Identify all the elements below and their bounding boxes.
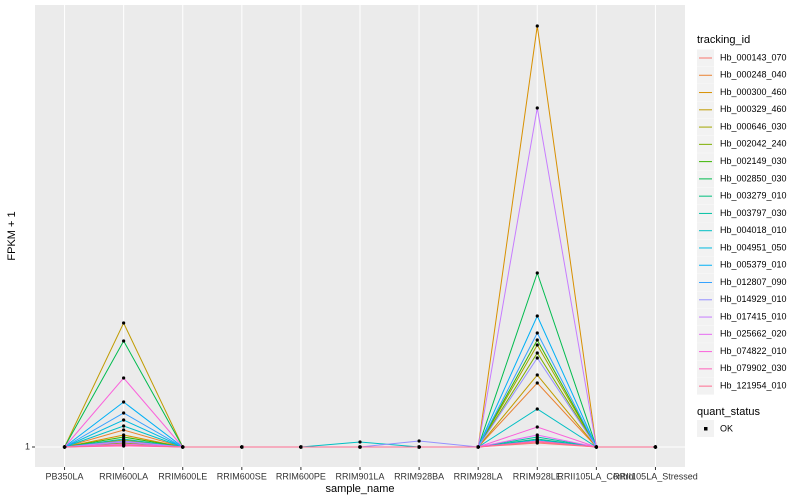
data-point	[535, 373, 539, 377]
data-point	[535, 381, 539, 385]
x-tick-label: RRIM928BA	[394, 471, 444, 481]
x-tick-label: RRIM901LA	[335, 471, 384, 481]
x-axis-title: sample_name	[325, 483, 394, 495]
data-point	[358, 440, 362, 444]
data-point	[122, 418, 126, 422]
data-point	[535, 407, 539, 411]
legend-label: Hb_000143_070	[720, 52, 787, 62]
data-point	[535, 271, 539, 275]
y-axis-title: FPKM + 1	[6, 211, 18, 260]
data-point	[535, 433, 539, 437]
x-tick-label: PB350LA	[46, 471, 84, 481]
data-point	[535, 343, 539, 347]
data-point	[122, 443, 126, 447]
data-point	[122, 321, 126, 325]
data-point	[62, 445, 67, 449]
legend-label: Hb_000248_040	[720, 70, 787, 80]
data-point	[535, 351, 539, 355]
x-tick-label: RRII105LA_Stressed	[613, 471, 698, 481]
legend-label: Hb_025662_020	[720, 329, 787, 339]
data-point	[653, 445, 658, 449]
data-point	[358, 445, 362, 449]
data-point	[535, 314, 539, 318]
data-point	[594, 445, 598, 449]
data-point	[535, 356, 539, 360]
legend-label: Hb_003797_030	[720, 208, 787, 218]
legend-label: Hb_079902_030	[720, 363, 787, 373]
data-point	[299, 445, 303, 449]
legend-label: Hb_004018_010	[720, 225, 787, 235]
legend-label: Hb_121954_010	[720, 381, 787, 391]
data-point	[535, 338, 539, 342]
x-tick-label: RRII105LA_Control	[557, 471, 635, 481]
data-point	[417, 445, 421, 449]
legend-label: Hb_003279_010	[720, 191, 787, 201]
legend-label: OK	[720, 423, 733, 433]
data-point	[122, 376, 126, 380]
data-point	[122, 400, 126, 404]
legend-label: Hb_000329_460	[720, 104, 787, 114]
legend-label: Hb_012807_090	[720, 277, 787, 287]
data-point	[122, 428, 126, 432]
legend-title: quant_status	[697, 406, 760, 418]
legend-label: Hb_004951_050	[720, 242, 787, 252]
x-tick-label: RRIM600LA	[99, 471, 148, 481]
data-point	[535, 24, 539, 28]
data-point	[535, 440, 539, 444]
x-tick-label: RRIM928LA	[454, 471, 503, 481]
legend-label: Hb_002042_240	[720, 139, 787, 149]
data-point	[535, 331, 539, 335]
data-point	[476, 445, 480, 449]
x-tick-label: RRIM600SE	[217, 471, 267, 481]
data-point	[240, 445, 244, 449]
legend-label: Hb_002850_030	[720, 173, 787, 183]
data-point	[122, 424, 126, 428]
legend-label: Hb_002149_030	[720, 156, 787, 166]
legend-label: Hb_000300_460	[720, 87, 787, 97]
y-tick-label: 1	[25, 441, 30, 451]
data-point	[122, 411, 126, 415]
legend-label: Hb_014929_010	[720, 294, 787, 304]
legend-label: Hb_005379_010	[720, 260, 787, 270]
legend-label: Hb_000646_030	[720, 121, 787, 131]
legend-point	[704, 427, 708, 431]
data-point	[122, 339, 126, 343]
x-tick-label: RRIM928LE	[513, 471, 562, 481]
x-tick-label: RRIM600LE	[158, 471, 207, 481]
data-point	[535, 425, 539, 429]
legend-label: Hb_074822_010	[720, 346, 787, 356]
data-point	[181, 445, 185, 449]
legend-label: Hb_017415_010	[720, 311, 787, 321]
data-point	[535, 106, 539, 110]
x-tick-label: RRIM600PE	[276, 471, 326, 481]
data-point	[417, 439, 421, 443]
legend-title: tracking_id	[697, 34, 750, 46]
